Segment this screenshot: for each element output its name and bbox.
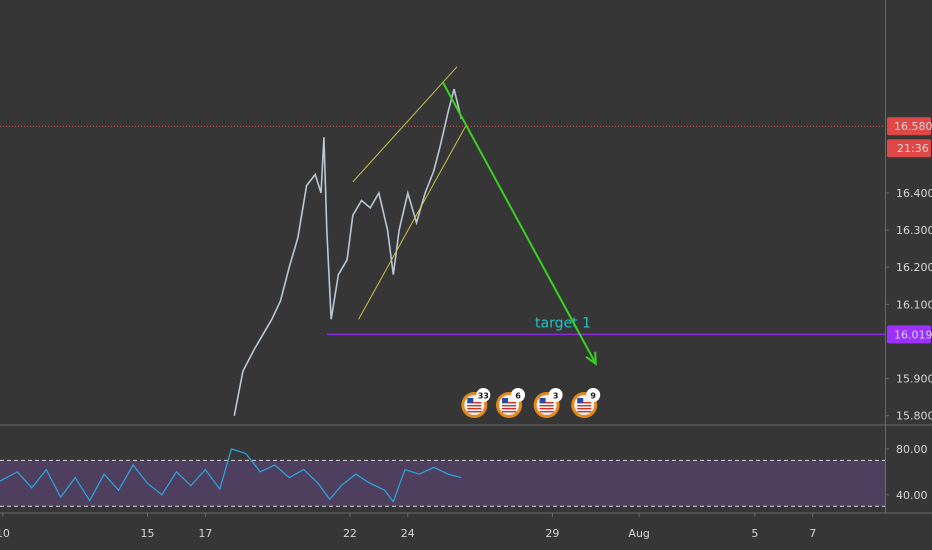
flag-stripe (577, 408, 592, 410)
price-pane[interactable]: target 1 33 6 3 9 (0, 66, 885, 418)
flag-stripe (539, 405, 554, 407)
event-badge[interactable]: 3 (533, 388, 563, 418)
flag-canton (577, 398, 584, 403)
flag-canton (467, 398, 474, 403)
time-tick-label: Aug (628, 527, 649, 540)
price-tick-label: 16.100 (896, 298, 932, 311)
flag-stripe (577, 405, 592, 407)
price-series-line (233, 88, 463, 416)
projection-arrow-head (585, 351, 597, 366)
time-tick-label: 17 (198, 527, 212, 540)
time-tick-label: 22 (343, 527, 357, 540)
price-axis[interactable]: 16.400 16.300 16.200 16.100 15.900 15.800 (885, 187, 932, 423)
flag-stripe (502, 405, 517, 407)
rsi-series-line (0, 448, 462, 503)
flag-canton (502, 398, 509, 403)
flag-stripe (539, 411, 554, 413)
flag-canton (539, 398, 546, 403)
flag-stripe (502, 408, 517, 410)
rsi-tick-label: 80.00 (896, 443, 928, 456)
channel-upper-line[interactable] (352, 66, 458, 183)
event-badge[interactable]: 9 (571, 388, 601, 418)
flag-stripe (467, 402, 482, 404)
price-tick-label: 16.200 (896, 261, 932, 274)
price-tick-label: 16.300 (896, 224, 932, 237)
event-badge[interactable]: 33 (461, 388, 491, 418)
rsi-band (0, 460, 885, 507)
time-tick-label: 29 (545, 527, 559, 540)
flag-stripe (539, 402, 554, 404)
projection-arrow[interactable] (441, 81, 597, 365)
price-tick-label: 15.900 (896, 373, 932, 386)
target-price-tag: 16.019 (887, 325, 932, 344)
price-tick-label: 15.800 (896, 410, 932, 423)
badge-count: 9 (590, 392, 596, 401)
time-tick-label: 7 (809, 527, 816, 540)
target-price-label: 16.019 (894, 328, 932, 341)
badge-count-bubble (511, 388, 526, 402)
event-badge[interactable]: 6 (496, 388, 526, 418)
current-price-label: 16.580 (894, 120, 932, 133)
flag-stripe (577, 402, 592, 404)
flag-stripe (467, 405, 482, 407)
event-badges[interactable]: 33 6 3 9 (461, 388, 601, 418)
badge-count-bubble (548, 388, 563, 402)
time-axis[interactable]: 10 15 17 22 24 29 Aug 5 7 (0, 513, 816, 540)
flag-stripe (467, 411, 482, 413)
badge-count-bubble (586, 388, 601, 402)
time-tick-label: 24 (401, 527, 415, 540)
current-price-tag: 16.580 21:36 (887, 117, 932, 158)
channel-lower-line[interactable] (358, 125, 467, 320)
badge-count-bubble (476, 388, 491, 402)
time-tick-label: 10 (0, 527, 10, 540)
countdown-label: 21:36 (897, 142, 929, 155)
flag-stripe (502, 402, 517, 404)
flag-stripe (539, 408, 554, 410)
flag-stripe (577, 411, 592, 413)
time-tick-label: 5 (751, 527, 758, 540)
rsi-axis[interactable]: 80.00 40.00 (885, 443, 928, 502)
price-tick-label: 16.400 (896, 187, 932, 200)
target-annotation: target 1 (535, 315, 591, 331)
badge-count: 6 (515, 392, 521, 401)
flag-stripe (502, 411, 517, 413)
rsi-pane[interactable] (0, 448, 885, 507)
badge-count: 33 (478, 392, 489, 401)
badge-count: 3 (553, 392, 559, 401)
flag-stripe (467, 408, 482, 410)
time-tick-label: 15 (141, 527, 155, 540)
rsi-tick-label: 40.00 (896, 489, 928, 502)
